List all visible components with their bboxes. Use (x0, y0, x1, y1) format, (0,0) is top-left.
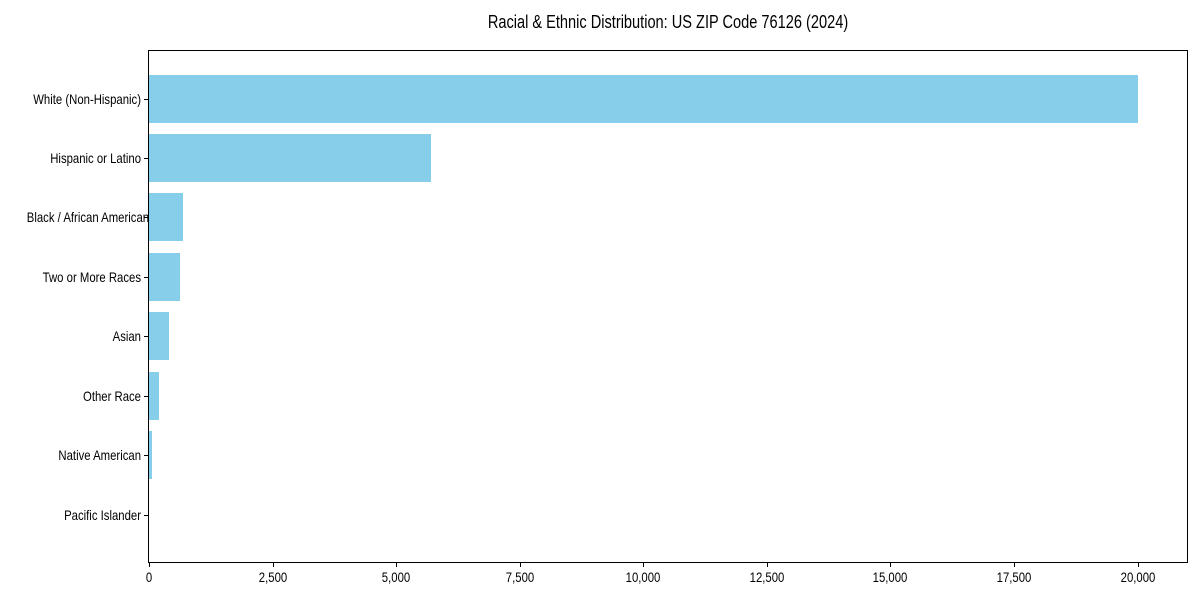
bar-black-african-american (149, 193, 183, 241)
bar-asian (149, 312, 169, 360)
xtick-label-10000: 10,000 (625, 569, 661, 585)
bar-white-non-hispanic (149, 75, 1138, 123)
bar-native-american (149, 431, 152, 479)
ytick-mark-asian (144, 336, 148, 337)
xtick-mark-10000 (643, 563, 644, 567)
xtick-label-12500: 12,500 (749, 569, 785, 585)
xtick-mark-15000 (890, 563, 891, 567)
xtick-mark-20000 (1138, 563, 1139, 567)
ytick-label-two-or-more-races: Two or More Races (42, 269, 141, 285)
xtick-mark-12500 (767, 563, 768, 567)
ytick-label-other-race: Other Race (83, 388, 141, 404)
xtick-label-7500: 7,500 (505, 569, 535, 585)
ytick-label-asian: Asian (112, 328, 141, 344)
ytick-mark-native-american (144, 455, 148, 456)
ytick-label-white-non-hispanic: White (Non-Hispanic) (33, 91, 141, 107)
xtick-label-15000: 15,000 (872, 569, 908, 585)
xtick-mark-2500 (273, 563, 274, 567)
ytick-mark-pacific-islander (144, 515, 148, 516)
ytick-label-hispanic-or-latino: Hispanic or Latino (50, 150, 141, 166)
ytick-mark-two-or-more-races (144, 277, 148, 278)
xtick-label-5000: 5,000 (381, 569, 411, 585)
ytick-mark-white-non-hispanic (144, 99, 148, 100)
bar-other-race (149, 372, 159, 420)
bar-two-or-more-races (149, 253, 180, 301)
xtick-label-2500: 2,500 (258, 569, 288, 585)
xtick-label-20000: 20,000 (1120, 569, 1156, 585)
xtick-label-0: 0 (145, 569, 153, 585)
ytick-mark-other-race (144, 396, 148, 397)
xtick-mark-7500 (520, 563, 521, 567)
ytick-mark-hispanic-or-latino (144, 158, 148, 159)
xtick-mark-17500 (1014, 563, 1015, 567)
ytick-label-black-african-american: Black / African American (26, 209, 150, 225)
xtick-mark-0 (149, 563, 150, 567)
xtick-label-17500: 17,500 (996, 569, 1032, 585)
plot-area (148, 50, 1188, 563)
ytick-label-pacific-islander: Pacific Islander (64, 507, 141, 523)
bar-hispanic-or-latino (149, 134, 431, 182)
ytick-mark-black-african-american (144, 217, 148, 218)
xtick-mark-5000 (396, 563, 397, 567)
chart-title: Racial & Ethnic Distribution: US ZIP Cod… (487, 12, 849, 32)
ytick-label-native-american: Native American (58, 447, 141, 463)
